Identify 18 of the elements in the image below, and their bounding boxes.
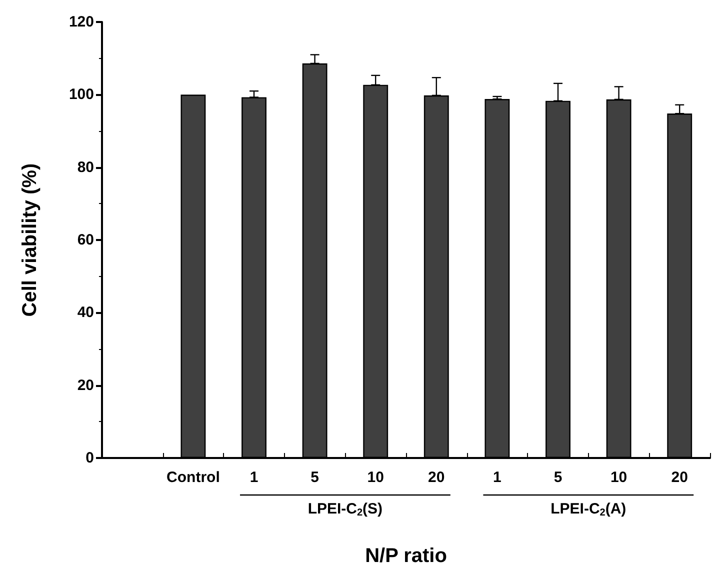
x-tick-label: 10 <box>610 469 628 486</box>
x-tick-label: Control <box>166 469 220 486</box>
y-axis-title: Cell viability (%) <box>19 163 41 317</box>
x-tick-label: 1 <box>493 469 502 486</box>
x-tick-label: 5 <box>554 469 562 486</box>
x-tick-label: 20 <box>671 469 688 486</box>
y-tick-label: 120 <box>68 14 94 30</box>
x-tick-label: 5 <box>310 469 319 486</box>
x-tick-label: 10 <box>367 469 384 486</box>
x-tick-label: 1 <box>250 469 258 486</box>
y-tick-label: 60 <box>77 232 94 248</box>
y-tick-label: 0 <box>86 450 94 466</box>
y-tick-label: 40 <box>77 304 94 322</box>
y-tick-label: 20 <box>77 376 94 394</box>
y-tick-label: 80 <box>77 158 94 176</box>
x-axis-title: N/P ratio <box>365 545 447 567</box>
y-tick-label: 100 <box>68 86 94 104</box>
x-tick-label: 20 <box>428 469 445 486</box>
